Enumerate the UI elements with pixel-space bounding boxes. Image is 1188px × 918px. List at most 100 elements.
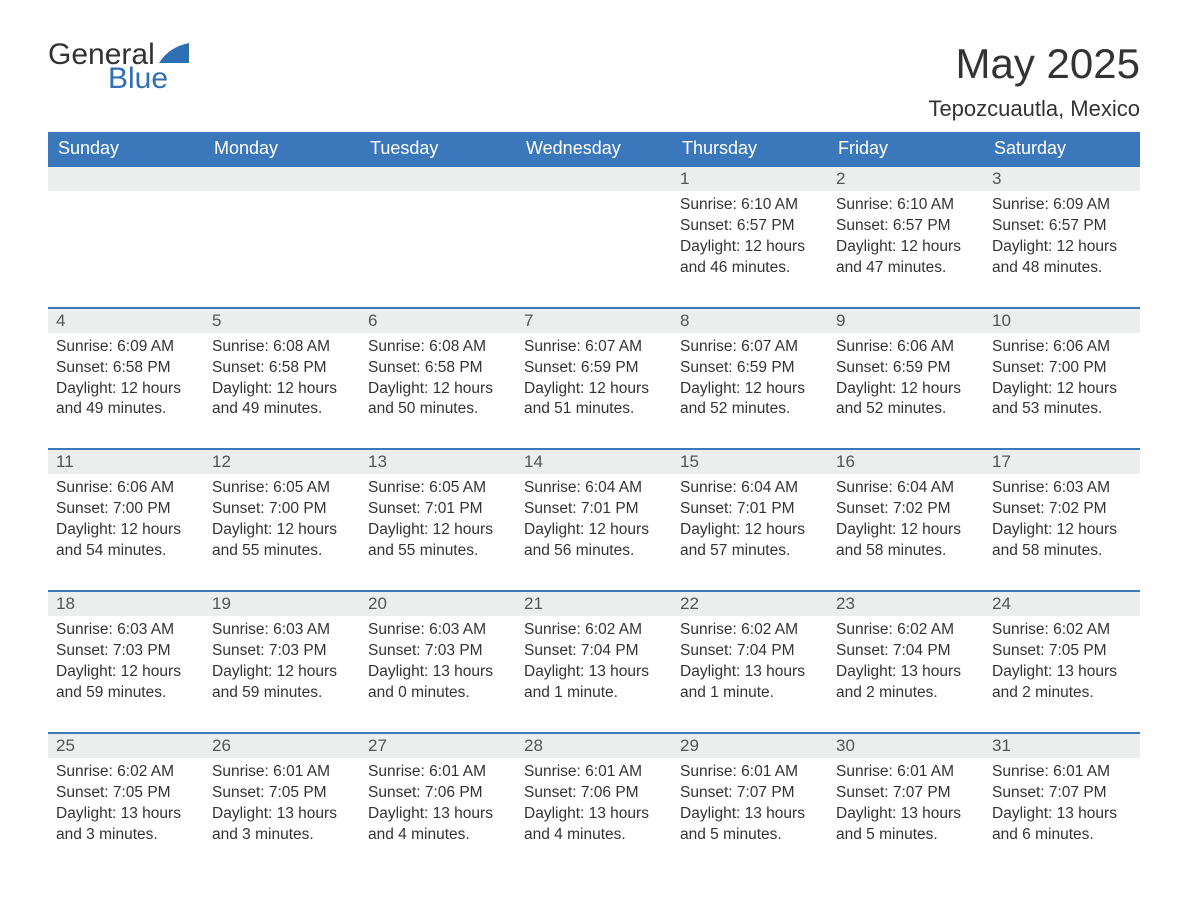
- daylight-line: Daylight: 12 hours and 52 minutes.: [836, 379, 976, 421]
- daylight-label: Daylight:: [56, 380, 121, 397]
- sunrise-label: Sunrise:: [212, 763, 273, 780]
- sunset-line: Sunset: 7:06 PM: [368, 783, 508, 804]
- day-details: Sunrise: 6:09 AMSunset: 6:58 PMDaylight:…: [48, 333, 204, 449]
- day-number: 27: [360, 734, 516, 758]
- sunrise-value: 6:02 AM: [1053, 621, 1110, 638]
- day-number: 31: [984, 734, 1140, 758]
- calendar-day-cell: 18Sunrise: 6:03 AMSunset: 7:03 PMDayligh…: [48, 591, 204, 733]
- daylight-line: Daylight: 13 hours and 4 minutes.: [524, 804, 664, 846]
- day-details: [360, 191, 516, 287]
- day-number: 22: [672, 592, 828, 616]
- sunset-line: Sunset: 6:58 PM: [368, 358, 508, 379]
- daylight-label: Daylight:: [836, 238, 901, 255]
- sunset-value: 7:01 PM: [737, 500, 795, 517]
- day-details: Sunrise: 6:03 AMSunset: 7:03 PMDaylight:…: [48, 616, 204, 732]
- sunrise-label: Sunrise:: [212, 621, 273, 638]
- sunset-label: Sunset:: [836, 784, 893, 801]
- sunrise-value: 6:01 AM: [897, 763, 954, 780]
- daylight-label: Daylight:: [212, 380, 277, 397]
- day-details: Sunrise: 6:09 AMSunset: 6:57 PMDaylight:…: [984, 191, 1140, 307]
- sunset-label: Sunset:: [56, 642, 113, 659]
- sunset-value: 7:04 PM: [581, 642, 639, 659]
- day-details: Sunrise: 6:06 AMSunset: 7:00 PMDaylight:…: [48, 474, 204, 590]
- calendar-day-cell: 19Sunrise: 6:03 AMSunset: 7:03 PMDayligh…: [204, 591, 360, 733]
- sunrise-label: Sunrise:: [680, 621, 741, 638]
- daylight-label: Daylight:: [992, 380, 1057, 397]
- daylight-line: Daylight: 12 hours and 50 minutes.: [368, 379, 508, 421]
- sunrise-label: Sunrise:: [524, 479, 585, 496]
- sunset-value: 7:06 PM: [425, 784, 483, 801]
- sunset-value: 6:57 PM: [893, 217, 951, 234]
- sunset-value: 7:01 PM: [425, 500, 483, 517]
- sunrise-line: Sunrise: 6:09 AM: [56, 337, 196, 358]
- sunrise-label: Sunrise:: [680, 479, 741, 496]
- daylight-label: Daylight:: [680, 521, 745, 538]
- sunrise-label: Sunrise:: [212, 338, 273, 355]
- sunset-label: Sunset:: [368, 784, 425, 801]
- daylight-label: Daylight:: [212, 663, 277, 680]
- calendar-day-cell: 2Sunrise: 6:10 AMSunset: 6:57 PMDaylight…: [828, 166, 984, 308]
- weekday-header: Saturday: [984, 132, 1140, 166]
- sunrise-label: Sunrise:: [836, 196, 897, 213]
- sunrise-value: 6:04 AM: [897, 479, 954, 496]
- day-details: Sunrise: 6:07 AMSunset: 6:59 PMDaylight:…: [672, 333, 828, 449]
- sunset-value: 7:05 PM: [113, 784, 171, 801]
- calendar-day-cell: 4Sunrise: 6:09 AMSunset: 6:58 PMDaylight…: [48, 308, 204, 450]
- weekday-header: Thursday: [672, 132, 828, 166]
- sunrise-value: 6:01 AM: [273, 763, 330, 780]
- sunrise-label: Sunrise:: [524, 763, 585, 780]
- sunset-line: Sunset: 6:59 PM: [524, 358, 664, 379]
- sunset-value: 7:07 PM: [893, 784, 951, 801]
- day-details: Sunrise: 6:01 AMSunset: 7:07 PMDaylight:…: [828, 758, 984, 874]
- sunset-value: 6:57 PM: [737, 217, 795, 234]
- day-details: Sunrise: 6:07 AMSunset: 6:59 PMDaylight:…: [516, 333, 672, 449]
- sunset-label: Sunset:: [836, 217, 893, 234]
- sunrise-label: Sunrise:: [56, 621, 117, 638]
- calendar-day-cell: 5Sunrise: 6:08 AMSunset: 6:58 PMDaylight…: [204, 308, 360, 450]
- day-details: Sunrise: 6:10 AMSunset: 6:57 PMDaylight:…: [672, 191, 828, 307]
- sunrise-value: 6:06 AM: [117, 479, 174, 496]
- location-subtitle: Tepozcuautla, Mexico: [928, 96, 1140, 122]
- day-number: 1: [672, 167, 828, 191]
- calendar-week-row: 11Sunrise: 6:06 AMSunset: 7:00 PMDayligh…: [48, 449, 1140, 591]
- calendar-week-row: 18Sunrise: 6:03 AMSunset: 7:03 PMDayligh…: [48, 591, 1140, 733]
- sunset-label: Sunset:: [992, 642, 1049, 659]
- sunset-line: Sunset: 7:04 PM: [836, 641, 976, 662]
- calendar-day-cell: 22Sunrise: 6:02 AMSunset: 7:04 PMDayligh…: [672, 591, 828, 733]
- daylight-label: Daylight:: [212, 805, 277, 822]
- sunrise-line: Sunrise: 6:03 AM: [992, 478, 1132, 499]
- sunrise-line: Sunrise: 6:07 AM: [680, 337, 820, 358]
- sunrise-line: Sunrise: 6:08 AM: [368, 337, 508, 358]
- sunrise-value: 6:07 AM: [585, 338, 642, 355]
- daylight-line: Daylight: 13 hours and 4 minutes.: [368, 804, 508, 846]
- sunset-label: Sunset:: [212, 359, 269, 376]
- daylight-label: Daylight:: [680, 380, 745, 397]
- sunset-value: 7:06 PM: [581, 784, 639, 801]
- calendar-week-row: 1Sunrise: 6:10 AMSunset: 6:57 PMDaylight…: [48, 166, 1140, 308]
- daylight-line: Daylight: 13 hours and 5 minutes.: [836, 804, 976, 846]
- day-number: 6: [360, 309, 516, 333]
- sunset-value: 7:00 PM: [1049, 359, 1107, 376]
- sunset-label: Sunset:: [524, 784, 581, 801]
- daylight-label: Daylight:: [836, 805, 901, 822]
- sunset-line: Sunset: 7:07 PM: [836, 783, 976, 804]
- calendar-table: SundayMondayTuesdayWednesdayThursdayFrid…: [48, 132, 1140, 873]
- day-number: 17: [984, 450, 1140, 474]
- sunset-line: Sunset: 7:03 PM: [212, 641, 352, 662]
- daylight-label: Daylight:: [992, 805, 1057, 822]
- header-block: General Blue May 2025 Tepozcuautla, Mexi…: [48, 40, 1140, 122]
- calendar-day-cell: 21Sunrise: 6:02 AMSunset: 7:04 PMDayligh…: [516, 591, 672, 733]
- day-number: 7: [516, 309, 672, 333]
- sunrise-value: 6:08 AM: [273, 338, 330, 355]
- sunset-label: Sunset:: [56, 784, 113, 801]
- daylight-label: Daylight:: [368, 805, 433, 822]
- calendar-day-cell: 15Sunrise: 6:04 AMSunset: 7:01 PMDayligh…: [672, 449, 828, 591]
- sunrise-label: Sunrise:: [56, 763, 117, 780]
- day-details: [204, 191, 360, 287]
- sunset-label: Sunset:: [56, 359, 113, 376]
- daylight-label: Daylight:: [992, 663, 1057, 680]
- day-details: Sunrise: 6:02 AMSunset: 7:04 PMDaylight:…: [516, 616, 672, 732]
- sunset-line: Sunset: 6:57 PM: [680, 216, 820, 237]
- daylight-line: Daylight: 12 hours and 54 minutes.: [56, 520, 196, 562]
- sunset-value: 7:05 PM: [1049, 642, 1107, 659]
